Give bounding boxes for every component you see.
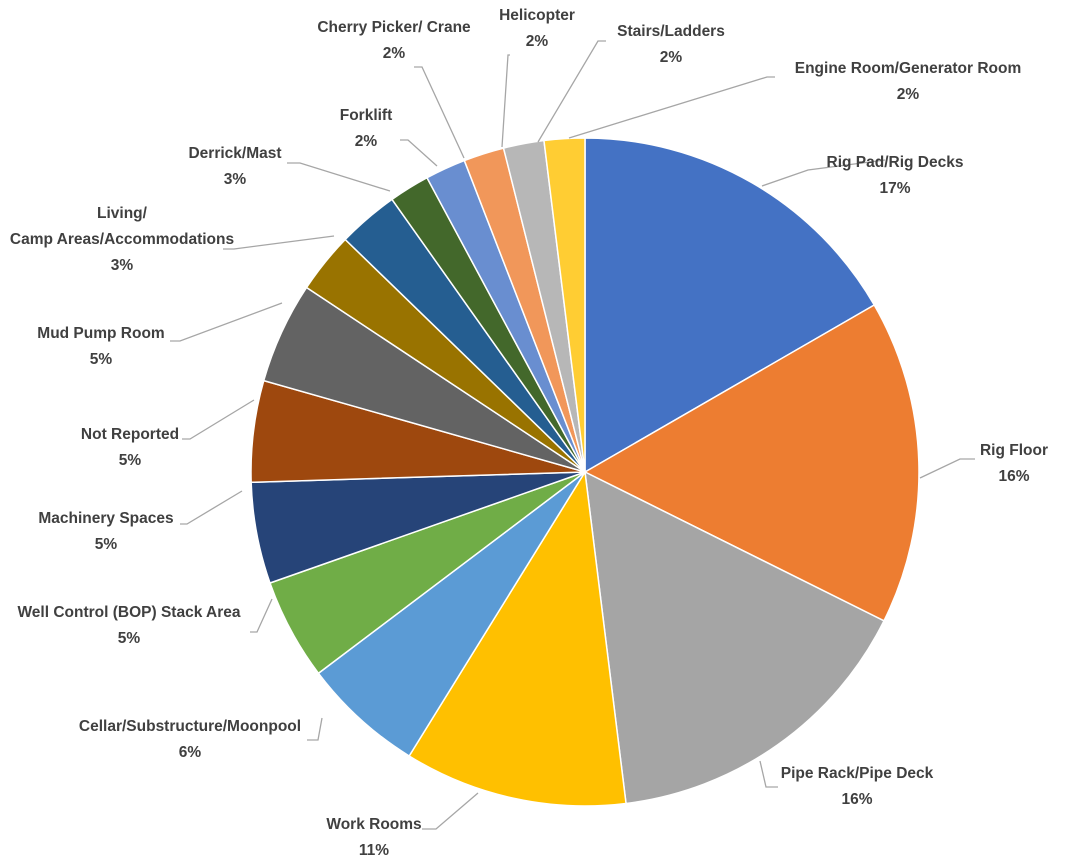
- data-label-category: Engine Room/Generator Room: [795, 60, 1022, 77]
- data-label-living-camp-areas-accommodations: Living/Camp Areas/Accommodations 3%: [10, 205, 234, 274]
- data-label-category: Living/: [97, 205, 148, 222]
- leader-line-rig-floor: [919, 458, 975, 479]
- data-label-category: Well Control (BOP) Stack Area: [17, 604, 240, 621]
- data-label-category: Forklift: [340, 107, 393, 124]
- data-labels: Rig Pad/Rig Decks 17%Rig Floor 16%Pipe Rac…: [10, 7, 1048, 859]
- data-label-category: Rig Pad/Rig Decks: [827, 154, 964, 171]
- pie-slice-engine-room-generator-room: [543, 137, 586, 473]
- data-label-category: Not Reported: [81, 426, 179, 443]
- data-label-percent: 3%: [111, 257, 134, 274]
- data-label-category: Rig Floor: [980, 442, 1048, 459]
- pie-slices: [250, 137, 920, 807]
- data-label-percent: 5%: [90, 351, 113, 368]
- pie-slice-pipe-rack-pipe-deck: [584, 470, 885, 805]
- data-label-helicopter: Helicopter 2%: [499, 7, 575, 50]
- pie-slice-cellar-substructure-moonpool: [317, 471, 586, 758]
- leader-line-work-rooms: [422, 792, 479, 830]
- data-label-derrick-mast: Derrick/Mast 3%: [188, 145, 281, 188]
- data-label-category: Mud Pump Room: [37, 325, 164, 342]
- data-label-category: Work Rooms: [326, 816, 421, 833]
- data-label-percent: 5%: [119, 452, 142, 469]
- leader-line-stairs-ladders: [537, 40, 606, 143]
- data-label-well-control-bop-stack-area: Well Control (BOP) Stack Area 5%: [17, 604, 240, 647]
- data-label-percent: 2%: [660, 49, 683, 66]
- data-label-work-rooms: Work Rooms 11%: [326, 816, 421, 859]
- data-label-percent: 2%: [526, 33, 549, 50]
- leader-lines: [170, 40, 975, 830]
- leader-line-rig-pad-rig-decks: [761, 159, 886, 187]
- data-label-percent: 2%: [383, 45, 406, 62]
- data-label-category: Derrick/Mast: [188, 145, 281, 162]
- data-label-rig-floor: Rig Floor 16%: [980, 442, 1048, 485]
- leader-line-machinery-spaces: [180, 490, 243, 525]
- data-label-percent: 16%: [841, 791, 872, 808]
- data-label-percent: 2%: [897, 86, 920, 103]
- data-label-cellar-substructure-moonpool: Cellar/Substructure/Moonpool 6%: [79, 718, 301, 761]
- data-label-forklift: Forklift 2%: [340, 107, 393, 150]
- leader-line-helicopter: [501, 54, 510, 148]
- data-label-rig-pad-rig-decks: Rig Pad/Rig Decks 17%: [827, 154, 964, 197]
- leader-line-cellar-substructure-moonpool: [307, 717, 323, 741]
- pie-slice-work-rooms: [408, 469, 627, 807]
- data-label-category: Helicopter: [499, 7, 575, 24]
- data-label-machinery-spaces: Machinery Spaces 5%: [38, 510, 173, 553]
- data-label-percent: 17%: [879, 180, 910, 197]
- data-label-category: Stairs/Ladders: [617, 23, 725, 40]
- leader-line-living-camp-areas-accommodations: [223, 235, 335, 250]
- pie-slice-rig-floor: [583, 303, 920, 622]
- leader-line-pipe-rack-pipe-deck: [759, 760, 778, 788]
- leader-line-well-control-bop-stack-area: [250, 598, 273, 633]
- data-label-percent: 2%: [355, 133, 378, 150]
- pie-slice-rig-pad-rig-decks: [584, 137, 876, 474]
- data-label-category: Pipe Rack/Pipe Deck: [781, 765, 934, 782]
- data-label-stairs-ladders: Stairs/Ladders 2%: [617, 23, 725, 66]
- data-label-percent: 5%: [118, 630, 141, 647]
- data-label-pipe-rack-pipe-deck: Pipe Rack/Pipe Deck 16%: [781, 765, 934, 808]
- leader-line-engine-room-generator-room: [568, 76, 775, 139]
- leader-line-derrick-mast: [287, 162, 391, 192]
- data-label-mud-pump-room: Mud Pump Room 5%: [37, 325, 164, 368]
- data-label-cherry-picker-crane: Cherry Picker/ Crane 2%: [317, 19, 471, 62]
- data-label-percent: 5%: [95, 536, 118, 553]
- data-label-category: Cellar/Substructure/Moonpool: [79, 718, 301, 735]
- data-label-percent: 3%: [224, 171, 247, 188]
- leader-line-forklift: [400, 139, 438, 167]
- leader-line-mud-pump-room: [170, 302, 283, 342]
- data-label-engine-room-generator-room: Engine Room/Generator Room 2%: [795, 60, 1022, 103]
- leader-line-cherry-picker-crane: [414, 66, 465, 159]
- data-label-percent: 16%: [998, 468, 1029, 485]
- leader-line-not-reported: [182, 399, 255, 440]
- data-label-not-reported: Not Reported 5%: [81, 426, 179, 469]
- data-label-percent: 11%: [359, 842, 389, 859]
- data-label-category: Machinery Spaces: [38, 510, 173, 527]
- data-label-percent: 6%: [179, 744, 202, 761]
- data-label-category: Camp Areas/Accommodations: [10, 231, 234, 248]
- data-label-category: Cherry Picker/ Crane: [317, 19, 471, 36]
